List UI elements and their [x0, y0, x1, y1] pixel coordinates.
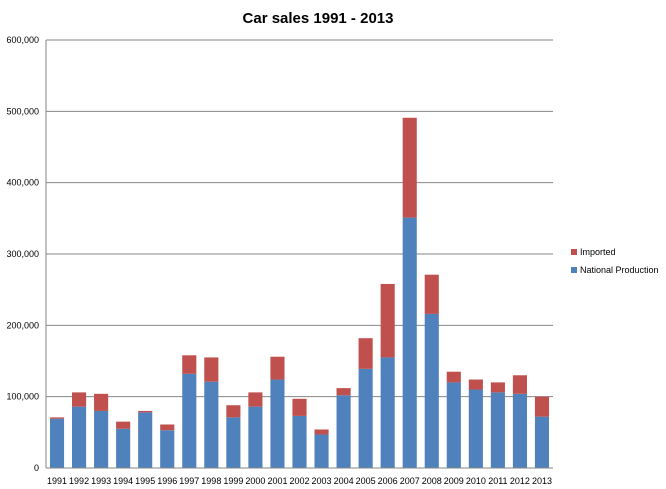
bar-imported [424, 274, 439, 314]
bar-imported [138, 410, 153, 413]
y-tick-label: 300,000 [6, 249, 39, 259]
bar-imported [358, 338, 373, 369]
bar-national-production [270, 379, 285, 468]
x-tick-label: 2006 [378, 476, 398, 486]
y-tick-label: 0 [34, 463, 39, 473]
x-tick-label: 2002 [289, 476, 309, 486]
bar-imported [314, 429, 329, 435]
y-tick-label: 200,000 [6, 320, 39, 330]
bar-imported [270, 356, 285, 380]
bar-national-production [182, 373, 197, 468]
bar-imported [468, 379, 483, 390]
legend-label-national-production: National Production [580, 265, 659, 275]
bar-national-production [314, 434, 329, 468]
y-tick-label: 600,000 [6, 35, 39, 45]
bar-national-production [512, 393, 527, 468]
bar-national-production [336, 395, 351, 468]
x-tick-label: 2009 [444, 476, 464, 486]
legend: Imported National Production [571, 247, 659, 275]
bar-imported [292, 398, 307, 416]
bar-imported [49, 417, 65, 419]
bar-national-production [468, 389, 483, 468]
x-tick-label: 2011 [488, 476, 507, 486]
bar-national-production [358, 368, 373, 468]
y-axis-tick-labels: 0 100,000 200,000 300,000 400,000 500,000 600,… [6, 35, 39, 473]
bar-imported [402, 117, 417, 218]
x-tick-label: 1999 [223, 476, 243, 486]
x-tick-label: 1993 [91, 476, 111, 486]
x-tick-label: 1995 [135, 476, 155, 486]
bar-imported [116, 421, 131, 429]
x-tick-label: 2010 [466, 476, 486, 486]
bar-imported [182, 355, 197, 374]
x-tick-label: 2005 [356, 476, 376, 486]
chart-title: Car sales 1991 - 2013 [243, 10, 394, 27]
bar-imported [94, 393, 109, 411]
x-tick-label: 2012 [510, 476, 530, 486]
y-tick-label: 500,000 [6, 106, 39, 116]
x-tick-label: 2000 [245, 476, 265, 486]
bar-national-production [424, 313, 439, 468]
bar-national-production [402, 217, 417, 468]
x-tick-label: 2001 [267, 476, 287, 486]
x-tick-label: 1992 [69, 476, 89, 486]
bar-imported [248, 392, 263, 407]
bar-national-production [446, 382, 461, 468]
bar-national-production [160, 430, 175, 468]
legend-swatch-national-production [571, 267, 577, 273]
x-tick-label: 2008 [422, 476, 442, 486]
y-tick-label: 100,000 [6, 392, 39, 402]
bar-national-production [292, 415, 307, 468]
bar-national-production [94, 410, 109, 468]
x-tick-label: 2003 [312, 476, 332, 486]
bar-imported [380, 283, 395, 358]
x-tick-label: 1996 [157, 476, 177, 486]
bar-imported [160, 424, 175, 431]
bar-national-production [248, 406, 263, 468]
bar-imported [336, 388, 351, 396]
x-tick-label: 1998 [201, 476, 221, 486]
x-tick-label: 1997 [179, 476, 199, 486]
x-axis-tick-labels: 1991 1992 1993 1994 1995 1996 1997 1998 1999 2000… [47, 476, 552, 486]
bar-imported [490, 382, 505, 393]
bar-imported [226, 405, 241, 418]
x-tick-label: 2013 [532, 476, 552, 486]
bar-national-production [72, 406, 87, 468]
legend-swatch-imported [571, 249, 577, 255]
bar-imported [204, 357, 219, 382]
bar-national-production [380, 357, 395, 468]
bar-national-production [490, 392, 505, 468]
x-tick-label: 2004 [334, 476, 354, 486]
bar-national-production [49, 418, 65, 468]
bar-imported [512, 375, 527, 394]
bar-national-production [534, 416, 550, 468]
bar-imported [72, 392, 87, 407]
bar-national-production [138, 412, 153, 468]
bar-imported [446, 371, 461, 383]
x-tick-label: 2007 [400, 476, 420, 486]
gridlines [46, 39, 553, 398]
y-tick-label: 400,000 [6, 178, 39, 188]
bar-national-production [226, 417, 241, 468]
bar-national-production [204, 381, 219, 468]
legend-label-imported: Imported [580, 247, 616, 257]
bar-national-production [116, 428, 131, 468]
x-tick-label: 1991 [47, 476, 67, 486]
bar-series [49, 117, 550, 468]
x-tick-label: 1994 [113, 476, 133, 486]
bar-imported [534, 396, 550, 417]
